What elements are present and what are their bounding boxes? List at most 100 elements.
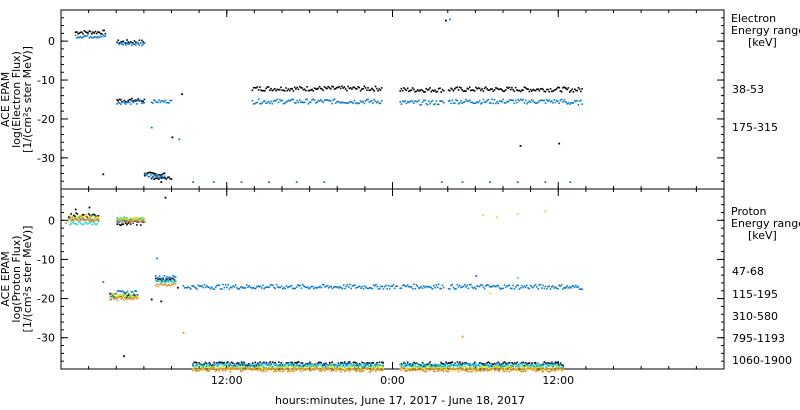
data-point [370,369,372,371]
data-point [560,284,563,286]
data-point [193,361,196,364]
data-point [551,361,553,364]
data-point [223,367,225,370]
data-point [513,288,516,290]
data-point [518,288,521,290]
data-point [456,368,459,370]
data-point [358,102,361,105]
data-point [306,98,308,101]
legend-entry: 1060-1900 [732,354,792,367]
data-point [373,365,376,367]
data-point [515,363,517,365]
data-point [168,284,171,286]
data-point [90,216,92,218]
data-point [437,283,440,286]
data-point [423,285,425,287]
data-point [517,284,519,287]
data-point [503,370,506,372]
data-point [341,361,343,364]
data-point [213,361,215,364]
data-point [72,217,75,219]
data-point [162,100,164,102]
data-point [142,41,144,43]
data-point [263,366,265,368]
data-point [472,287,475,290]
data-point [328,87,331,89]
data-point [565,87,567,90]
data-point [369,89,372,91]
data-point [511,99,513,101]
data-point [152,174,155,176]
data-point [353,361,356,364]
data-point [326,366,329,368]
data-point [311,285,314,288]
data-point [375,365,377,368]
data-point [249,366,251,369]
data-point [109,299,111,301]
data-point [273,370,275,373]
data-point [380,87,383,89]
data-point [418,365,420,367]
data-point [485,365,487,367]
data-point [374,100,377,103]
data-point [474,361,476,364]
data-point [290,361,292,364]
data-point [539,99,542,102]
data-point [547,370,549,373]
data-point [491,367,493,370]
data-point [433,364,435,367]
data-point [121,219,123,222]
data-point [465,90,467,92]
data-point [125,293,128,296]
data-point [290,87,292,90]
data-point [561,369,563,372]
data-point [481,284,483,286]
data-point [158,174,161,176]
data-point [116,220,118,223]
data-point [262,89,265,92]
data-point [136,217,138,219]
data-point [143,173,146,176]
data-point [310,89,312,91]
data-point [298,85,301,88]
data-point [358,365,361,367]
data-point [287,369,290,372]
data-point [541,364,543,367]
data-point [95,215,97,218]
data-point [531,285,533,288]
data-point [507,87,509,89]
data-point [227,365,229,368]
data-point [370,287,372,289]
data-point [536,102,538,104]
data-point [270,87,272,90]
data-point [76,223,79,226]
data-point [526,102,528,105]
data-point [488,367,491,370]
data-point [208,364,210,367]
data-point [195,367,198,369]
data-point [118,218,121,221]
data-point [493,369,496,372]
data-point [289,285,292,288]
data-point [233,364,235,367]
data-point [444,364,446,366]
data-point [200,365,203,368]
data-point [502,362,505,364]
data-point [120,103,122,105]
data-point [115,292,118,295]
data-point [81,213,84,216]
data-point [439,368,441,371]
data-point [324,369,326,372]
data-point [560,98,563,101]
data-point [257,89,260,91]
data-point [553,287,555,289]
data-point [114,296,116,298]
data-point [501,287,503,290]
data-point [487,98,490,101]
data-point [154,277,157,280]
data-point [138,44,141,46]
data-point [317,367,320,370]
data-point [544,181,547,183]
data-point [131,295,134,297]
